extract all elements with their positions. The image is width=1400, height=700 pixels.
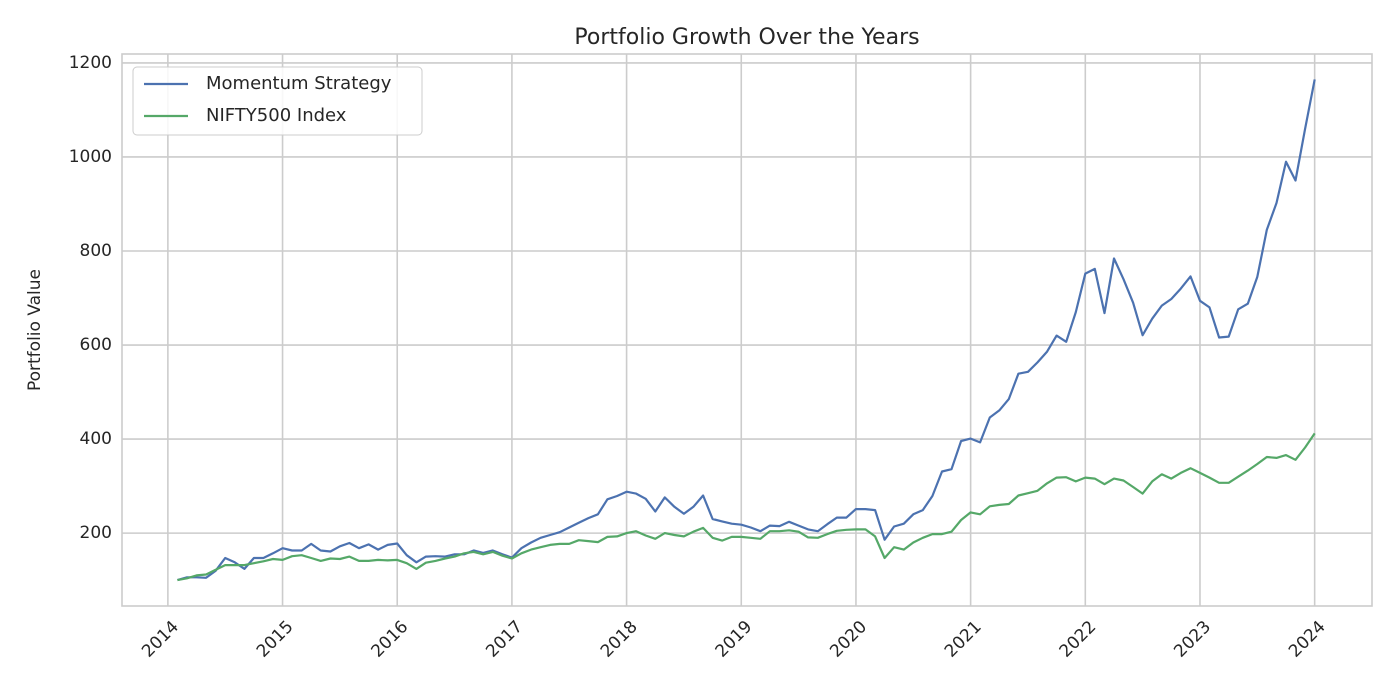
y-tick-label: 800 [80,241,112,261]
legend-box [132,66,423,136]
legend: Momentum Strategy NIFTY500 Index [132,66,423,136]
x-tick-label: 2017 [482,617,527,662]
plot-frame [121,53,1373,607]
y-tick-label: 400 [80,429,112,449]
x-tick-label: 2023 [1170,617,1215,662]
chart-title: Portfolio Growth Over the Years [574,25,919,50]
data-line [177,79,1316,582]
x-tick-label: 2022 [1056,617,1101,662]
x-tick-label: 2020 [826,617,871,662]
x-tick-label: 2019 [712,617,757,662]
x-tick-label: 2015 [253,617,298,662]
x-tick-label: 2021 [941,617,986,662]
y-axis-label: Portfolio Value [25,269,45,391]
y-tick-label: 600 [80,335,112,355]
legend-label: NIFTY500 Index [206,105,347,126]
y-tick-label: 1000 [69,147,112,167]
x-tick-label: 2024 [1285,617,1330,662]
x-tick-label: 2014 [138,617,183,662]
x-tick-label: 2018 [597,617,642,662]
data-line [177,432,1316,582]
x-tick-label: 2016 [368,617,413,662]
legend-label: Momentum Strategy [206,73,392,94]
y-tick-label: 1200 [69,53,112,73]
y-tick-label: 200 [80,523,112,543]
